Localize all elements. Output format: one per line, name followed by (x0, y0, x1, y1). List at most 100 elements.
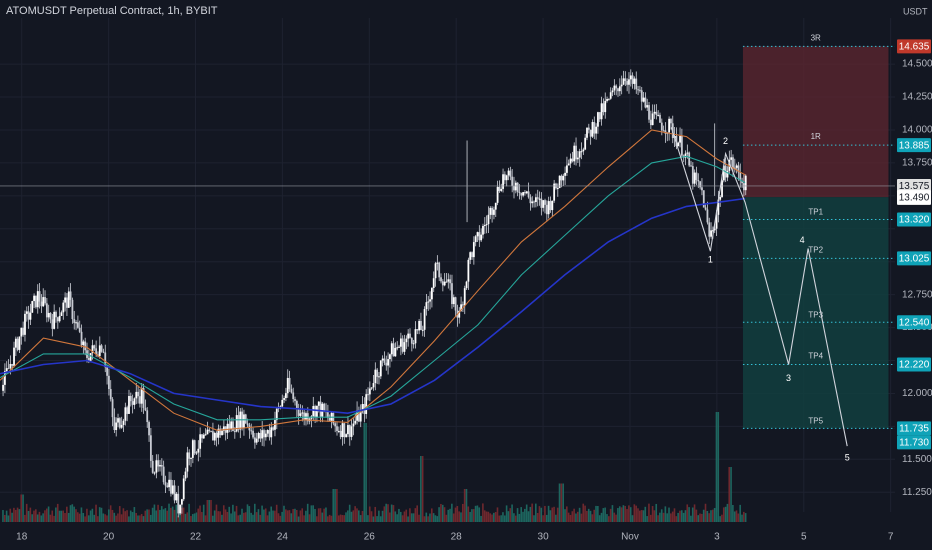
candle (575, 137, 577, 166)
candle (385, 355, 388, 371)
candle-body (195, 452, 198, 454)
candle-body (649, 119, 652, 126)
candle-body (268, 430, 271, 438)
volume-bar (337, 515, 340, 522)
candle (171, 479, 174, 495)
volume-bar (24, 514, 26, 522)
candle (286, 369, 289, 398)
date-tick-label: 22 (190, 532, 202, 543)
candle (131, 394, 134, 414)
volume-bar (726, 503, 729, 522)
volume-bar (675, 516, 678, 522)
volume-bar (93, 514, 96, 522)
candle-body (140, 388, 143, 404)
candle-body (516, 182, 519, 192)
volume-bar (721, 514, 723, 522)
candle (472, 236, 475, 265)
volume-bar (653, 510, 656, 522)
volume-bar (257, 509, 260, 522)
volume-bar (447, 509, 450, 522)
candle (253, 432, 256, 449)
candle (270, 422, 273, 445)
volume-bar (51, 510, 54, 522)
candle (668, 116, 671, 141)
candle-body (701, 187, 703, 191)
badge-stop: 14.635 (897, 39, 931, 54)
candle (350, 419, 353, 441)
candle (332, 411, 335, 426)
candle-body (677, 142, 680, 147)
candle-body (699, 181, 702, 188)
candle-body (642, 97, 645, 102)
candle (13, 341, 15, 368)
volume-bar (498, 515, 501, 522)
candle (168, 471, 171, 492)
date-tick-label: 24 (277, 532, 289, 543)
candle-body (513, 185, 515, 191)
candle (637, 85, 639, 96)
candle (75, 320, 77, 331)
candle (374, 362, 377, 391)
candle-body (367, 394, 369, 396)
candle (170, 472, 172, 497)
volume-bar (221, 514, 223, 522)
candle-body (76, 322, 79, 328)
candle-body (628, 79, 630, 85)
volume-bar (173, 509, 176, 522)
candle-body (71, 299, 74, 320)
volume-bar (664, 506, 667, 522)
candle-body (372, 383, 375, 388)
candle-body (440, 277, 442, 282)
candle-body (45, 303, 48, 318)
candle-body (84, 341, 87, 351)
candle-body (237, 415, 240, 430)
candle-body (547, 201, 550, 215)
volume-bar (396, 514, 398, 522)
candle-body (91, 345, 94, 354)
candle (514, 180, 517, 194)
volume-bar (288, 510, 291, 522)
candle-body (73, 319, 76, 323)
candle (527, 182, 530, 199)
volume-bar (279, 515, 282, 522)
candle-body (191, 440, 194, 458)
volume-bar (261, 505, 263, 522)
volume-bar (379, 516, 382, 522)
candle (452, 294, 455, 308)
volume-bar (29, 507, 32, 522)
candle-body (7, 368, 10, 370)
candle-body (580, 151, 583, 153)
candle (487, 206, 490, 233)
volume-bar (609, 508, 612, 522)
candle-body (69, 291, 72, 300)
volume-bar (454, 507, 457, 522)
volume-bar (458, 511, 460, 522)
candle-body (266, 430, 269, 434)
candle-body (454, 297, 457, 311)
candle (157, 454, 160, 472)
volume-bar (576, 511, 579, 522)
candle-body (617, 88, 619, 92)
badge-tp3-bg (897, 315, 931, 330)
candle-body (5, 368, 8, 372)
label-tp3: TP3 (808, 310, 823, 319)
candle (259, 428, 262, 443)
volume-bar (370, 511, 373, 522)
candle (502, 168, 504, 193)
candle-body (412, 343, 415, 345)
volume-bar (642, 510, 645, 522)
candle (128, 389, 130, 414)
candle (222, 419, 225, 435)
candle (434, 261, 437, 287)
candle (432, 271, 435, 292)
volume-bar (124, 511, 127, 522)
candle (162, 460, 165, 485)
candle (445, 272, 448, 283)
volume-bar (465, 489, 468, 522)
candle-body (717, 199, 720, 215)
candle-body (334, 423, 337, 427)
candle (649, 110, 652, 130)
volume-bar (578, 507, 581, 522)
candle-body (702, 190, 705, 208)
